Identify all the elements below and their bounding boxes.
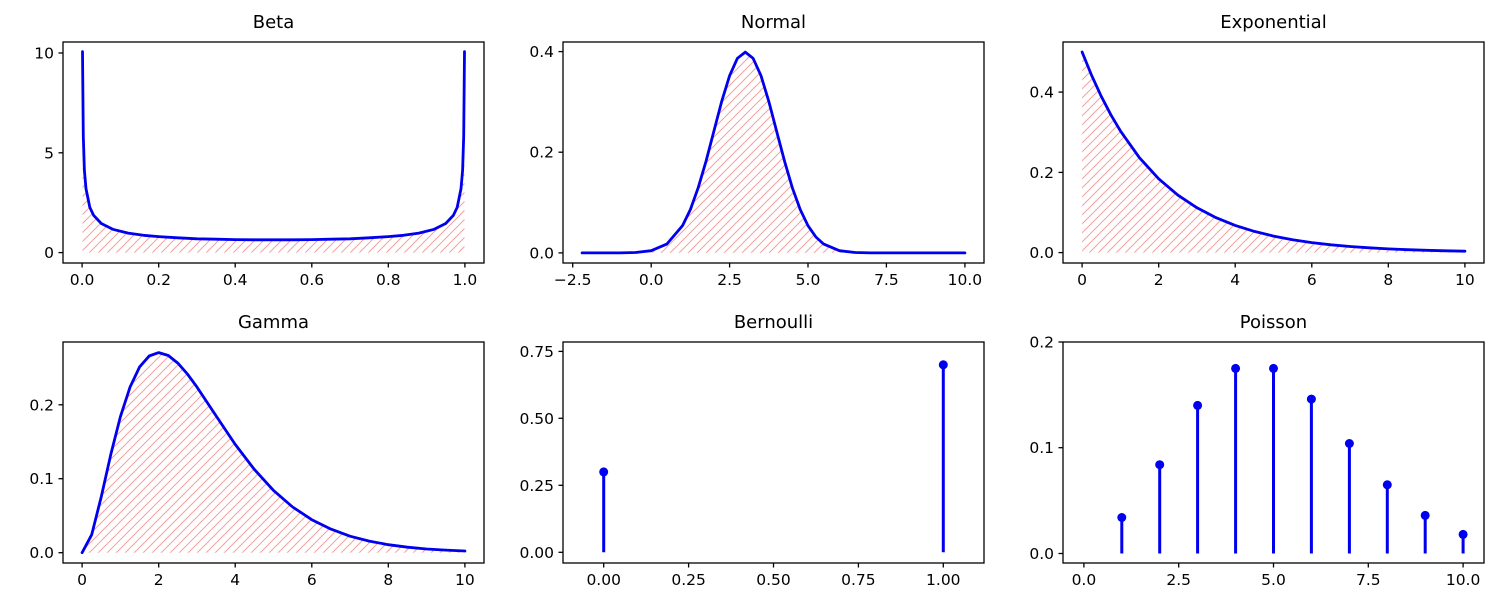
x-tick-label: 0.50 (756, 571, 791, 589)
x-tick-label: 0.2 (146, 271, 171, 289)
x-tick-label: 2.5 (717, 271, 742, 289)
x-tick-label: 0 (1077, 271, 1087, 289)
y-tick-label: 0.2 (529, 144, 554, 162)
x-tick-label: 1.00 (926, 571, 961, 589)
x-tick-label: 10 (1455, 271, 1475, 289)
x-tick-label: 6 (1307, 271, 1317, 289)
x-tick-label: 0.0 (639, 271, 664, 289)
stem-marker (1382, 480, 1392, 490)
x-tick-label: 2 (1154, 271, 1164, 289)
y-tick-label: 0.1 (1029, 439, 1054, 457)
area-fill-hatch (82, 352, 465, 553)
y-tick-label: 0.2 (1029, 334, 1054, 352)
stem-marker (1269, 363, 1278, 373)
area-fill-hatch (582, 52, 965, 253)
stem-marker (1155, 460, 1165, 470)
x-tick-label: 10 (455, 571, 475, 589)
subplot-gamma: 0 2 4 6 8 10 0.0 0.1 0.2 Gamma (0, 300, 500, 600)
stem-marker (599, 467, 609, 477)
distribution-curve (81, 50, 466, 242)
x-tick-label: 10.0 (1446, 571, 1481, 589)
stem-marker (1306, 394, 1316, 404)
subplot-normal: −2.5 0.0 2.5 5.0 7.5 10.0 0.0 0.2 0.4 Normal (500, 0, 1000, 300)
y-tick-label: 0.00 (519, 544, 554, 562)
stem-marker (1193, 400, 1203, 410)
x-tick-label: 2.5 (1166, 571, 1191, 589)
x-tick-label: 2 (154, 571, 164, 589)
chart-title: Gamma (238, 312, 309, 333)
y-tick-label: 0.1 (29, 470, 54, 488)
chart-title: Bernoulli (734, 312, 813, 333)
chart-title: Beta (253, 12, 295, 33)
x-tick-label: 4 (230, 571, 240, 589)
plot-border (1062, 41, 1485, 264)
subplot-bernoulli: 0.00 0.25 0.50 0.75 1.00 0.00 0.25 0.50 0.75 Bern… (500, 300, 1000, 600)
distribution-curve (580, 50, 967, 255)
chart-title: Exponential (1220, 12, 1326, 33)
x-tick-label: 0.8 (376, 271, 401, 289)
x-tick-label: 0.4 (223, 271, 248, 289)
stem-marker (1117, 513, 1127, 522)
x-tick-label: 0.75 (841, 571, 876, 589)
chart-title: Normal (741, 12, 806, 33)
chart-title: Poisson (1240, 312, 1307, 333)
chart-svg: 0.0 2.5 5.0 7.5 10.0 0.0 0.1 0.2 Poisson (1029, 312, 1485, 589)
x-tick-label: 0.0 (1072, 571, 1097, 589)
y-tick-label: 0.4 (1029, 84, 1054, 102)
subplot-exponential: 0 2 4 6 8 10 0.0 0.2 0.4 Exponential (1000, 0, 1500, 300)
plot-border (62, 341, 485, 564)
chart-svg: 0 2 4 6 8 10 0.0 0.2 0.4 Exponential (1029, 12, 1485, 289)
subplot-beta: 0.0 0.2 0.4 0.6 0.8 1.0 0 5 10 Beta (0, 0, 500, 300)
x-tick-label: 8 (1383, 271, 1393, 289)
distribution-curve (80, 351, 467, 555)
y-tick-label: 0 (44, 244, 54, 262)
x-tick-label: 7.5 (874, 271, 899, 289)
stem-marker (1231, 363, 1241, 373)
area-fill-hatch (82, 51, 465, 253)
stem-marker (938, 360, 948, 370)
x-tick-label: 0.25 (671, 571, 706, 589)
y-tick-label: 0.4 (529, 43, 554, 61)
stem-marker (1420, 510, 1430, 520)
y-tick-label: 0.0 (29, 544, 54, 562)
x-tick-label: 6 (307, 571, 317, 589)
plot-border (62, 41, 485, 264)
y-tick-label: 0.2 (29, 396, 54, 414)
y-tick-label: 0.75 (519, 343, 554, 361)
x-tick-label: 8 (383, 571, 393, 589)
x-tick-label: 5.0 (1261, 571, 1286, 589)
x-tick-label: 0.00 (586, 571, 621, 589)
chart-svg: 0 2 4 6 8 10 0.0 0.1 0.2 Gamma (29, 312, 485, 589)
y-tick-label: 0.2 (1029, 164, 1054, 182)
subplot-poisson: 0.0 2.5 5.0 7.5 10.0 0.0 0.1 0.2 Poisson (1000, 300, 1500, 600)
stem-marker (1344, 439, 1354, 448)
y-tick-label: 0.50 (519, 410, 554, 428)
area-fill-hatch (1082, 52, 1465, 253)
y-tick-label: 5 (44, 144, 54, 162)
y-tick-label: 0.0 (1029, 244, 1054, 262)
x-tick-label: 5.0 (796, 271, 821, 289)
x-tick-label: 0.0 (70, 271, 95, 289)
y-tick-label: 0.25 (519, 477, 554, 495)
y-tick-label: 10 (34, 45, 54, 63)
x-tick-label: 0.6 (299, 271, 324, 289)
chart-svg: 0.00 0.25 0.50 0.75 1.00 0.00 0.25 0.50 0.75 Bern… (519, 312, 985, 589)
x-tick-label: −2.5 (554, 271, 592, 289)
x-tick-label: 0 (77, 571, 87, 589)
y-tick-label: 0.0 (1029, 545, 1054, 563)
x-tick-label: 7.5 (1356, 571, 1381, 589)
plot-border (562, 341, 985, 564)
x-tick-label: 1.0 (453, 271, 478, 289)
y-tick-label: 0.0 (529, 244, 554, 262)
chart-svg: 0.0 0.2 0.4 0.6 0.8 1.0 0 5 10 Beta (34, 12, 485, 289)
stem-marker (1458, 529, 1468, 539)
distribution-curve (1080, 50, 1467, 253)
x-tick-label: 4 (1230, 271, 1240, 289)
x-tick-label: 10.0 (948, 271, 983, 289)
